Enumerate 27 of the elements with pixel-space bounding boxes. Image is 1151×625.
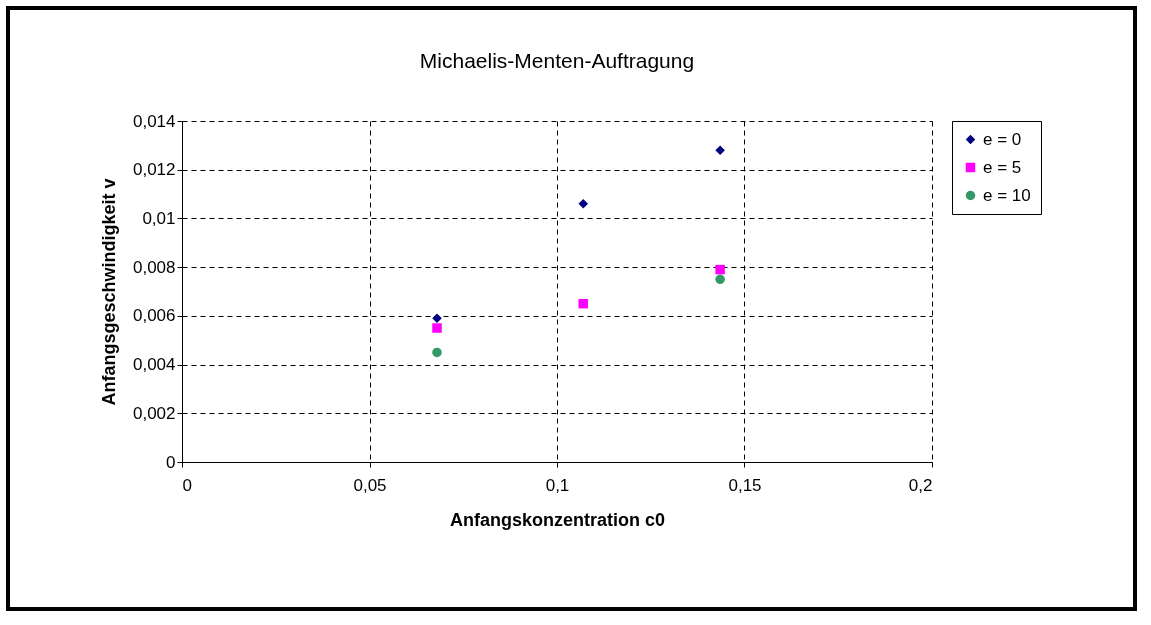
point xyxy=(715,264,725,275)
chart-title: Michaelis-Menten-Auftragung xyxy=(419,49,695,72)
point xyxy=(578,298,588,309)
point xyxy=(432,323,442,333)
y-tick-label: 0,006 xyxy=(132,306,176,326)
x-tick-label: 0,1 xyxy=(545,475,570,495)
legend-label: e = 5 xyxy=(983,157,1022,177)
x-tick-label: 0,2 xyxy=(908,475,933,495)
point xyxy=(432,347,442,358)
y-tick-label: 0,012 xyxy=(132,160,176,180)
y-tick-label: 0,008 xyxy=(132,257,176,277)
legend-label: e = 0 xyxy=(983,129,1022,149)
y-tick-label: 0,004 xyxy=(132,355,176,375)
y-tick-label: 0,002 xyxy=(132,403,176,423)
x-tick-label: 0,05 xyxy=(353,475,387,495)
point xyxy=(715,145,725,155)
legend-label: e = 10 xyxy=(983,185,1031,205)
x-tick-label: 0,15 xyxy=(728,475,762,495)
point xyxy=(432,313,442,324)
x-axis-title: Anfangskonzentration c0 xyxy=(449,509,666,530)
x-tick-label: 0 xyxy=(182,475,192,495)
y-tick-label: 0 xyxy=(166,452,176,472)
y-tick-label: 0,014 xyxy=(132,111,176,131)
point xyxy=(578,199,588,209)
point xyxy=(715,274,725,285)
y-tick-label: 0,01 xyxy=(142,208,176,228)
y-axis-title: Anfangsgeschwindigkeit v xyxy=(98,178,119,406)
